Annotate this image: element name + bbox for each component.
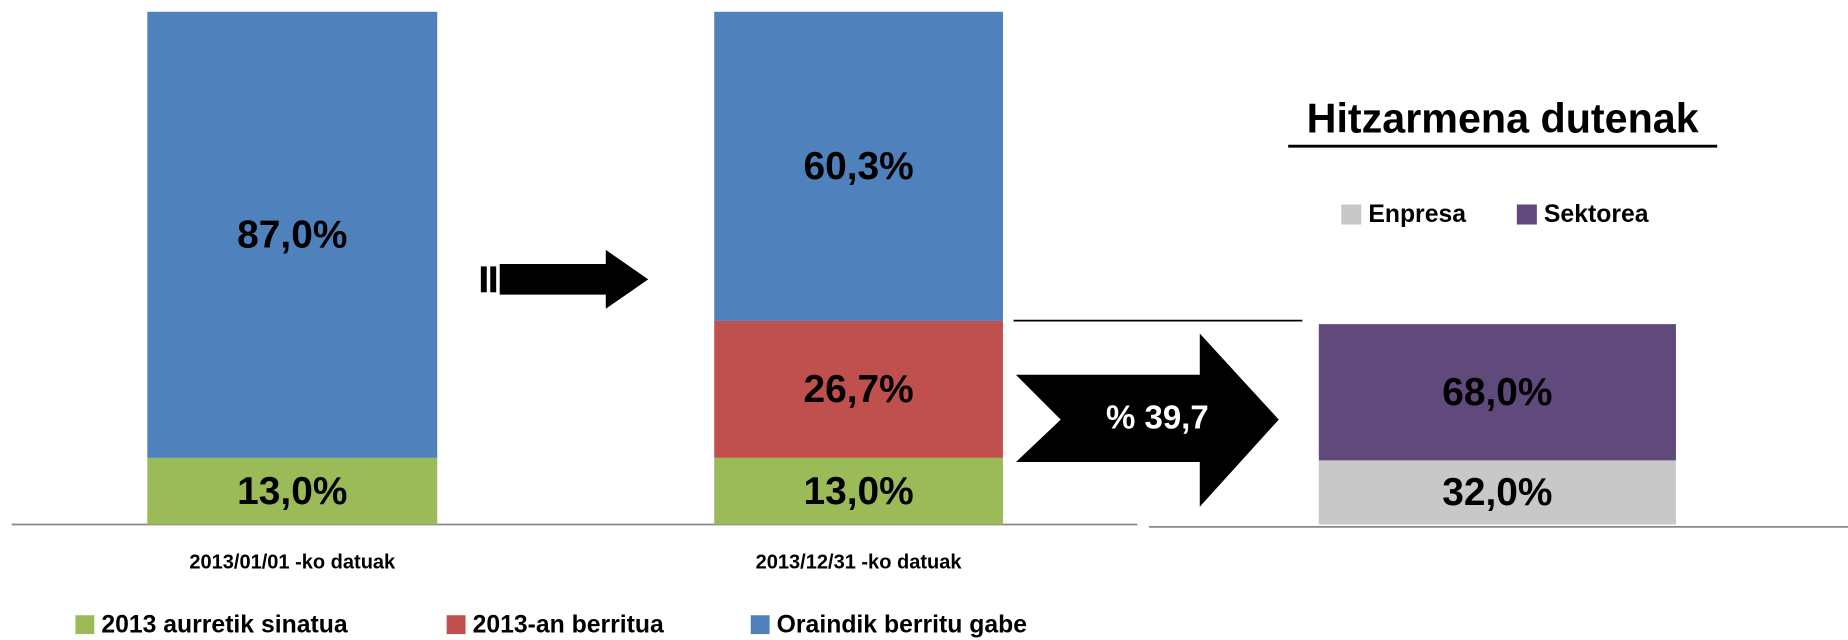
big-arrow bbox=[1015, 333, 1279, 507]
legend-swatch bbox=[75, 615, 95, 635]
bar-segment bbox=[147, 11, 438, 458]
small-arrow bbox=[480, 249, 649, 309]
legend-swatch bbox=[446, 615, 466, 635]
chart-title: Hitzarmena dutenak bbox=[1307, 95, 1699, 141]
x-tick-label: 2013/12/31 -ko datuak bbox=[756, 552, 963, 574]
data-label: 68,0% bbox=[1442, 371, 1552, 414]
legend-swatch bbox=[1341, 204, 1362, 225]
legend-label: 2013-an berritua bbox=[473, 611, 664, 638]
data-label: 87,0% bbox=[237, 213, 347, 256]
bar-segment bbox=[1318, 460, 1676, 525]
data-label: 13,0% bbox=[237, 470, 347, 513]
legend-label: Enpresa bbox=[1368, 201, 1466, 228]
bar-segment bbox=[714, 320, 1003, 458]
legend-swatch bbox=[1516, 204, 1537, 225]
x-tick-label: 2013/01/01 -ko datuak bbox=[189, 552, 396, 574]
bar-segment bbox=[1318, 324, 1676, 461]
annotation: % 39,7 bbox=[1106, 398, 1209, 435]
legend-label: 2013 aurretik sinatua bbox=[101, 611, 347, 638]
bar-segment bbox=[714, 11, 1003, 321]
data-label: 60,3% bbox=[803, 145, 913, 188]
legend-swatch bbox=[750, 615, 770, 635]
data-label: 26,7% bbox=[803, 368, 913, 411]
legend-label: Sektorea bbox=[1544, 201, 1649, 228]
bar-segment bbox=[714, 457, 1003, 525]
data-label: 32,0% bbox=[1442, 471, 1552, 514]
bar-segment bbox=[147, 457, 438, 525]
data-label: 13,0% bbox=[803, 470, 913, 513]
legend-label: Oraindik berritu gabe bbox=[777, 611, 1027, 638]
